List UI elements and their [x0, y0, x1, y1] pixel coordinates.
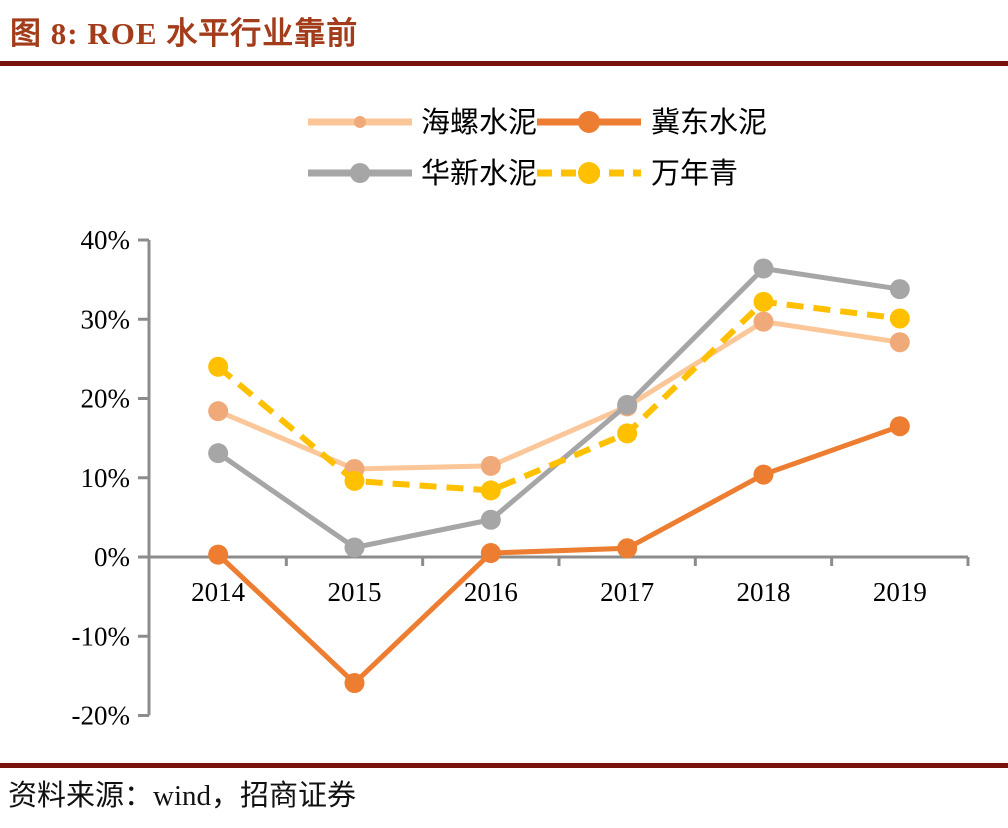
- series-2-point-2014: [208, 443, 229, 464]
- y-tick-label: 30%: [81, 304, 131, 334]
- legend-marker-1: [578, 111, 600, 133]
- series-3-point-2014: [208, 356, 229, 377]
- series-0-point-2016: [480, 455, 501, 476]
- series-1-point-2018: [753, 464, 774, 485]
- legend-marker-3: [578, 162, 600, 184]
- series-1-point-2015: [344, 673, 365, 694]
- y-tick-label: -10%: [72, 621, 130, 651]
- x-tick-label: 2016: [464, 577, 518, 607]
- series-2-point-2018: [753, 258, 774, 279]
- title-rule: [0, 61, 1008, 66]
- series-0-point-2018: [753, 311, 774, 332]
- x-tick-label: 2019: [873, 577, 927, 607]
- series-3-point-2019: [889, 308, 910, 329]
- series-2-point-2015: [344, 537, 365, 558]
- series-3-point-2017: [617, 423, 638, 444]
- series-line-1: [216, 423, 901, 687]
- series-3-point-2018: [753, 291, 774, 312]
- series-line-3: [216, 298, 901, 494]
- legend-label-0: 海螺水泥: [421, 106, 537, 139]
- legend-marker-2: [350, 163, 370, 183]
- source-line: 资料来源：wind，招商证券: [8, 780, 357, 812]
- x-tick-label: 2017: [600, 577, 654, 607]
- series-1-point-2016: [480, 543, 501, 564]
- y-tick-label: 40%: [81, 225, 131, 255]
- legend-label-3: 万年青: [651, 157, 738, 190]
- series-line-0: [217, 319, 901, 472]
- series-0-point-2019: [889, 332, 910, 353]
- series-3-point-2015: [344, 470, 365, 491]
- y-tick-label: 20%: [81, 384, 131, 414]
- x-tick-label: 2014: [191, 577, 246, 607]
- bottom-rule: [0, 763, 1008, 768]
- series-2-point-2019: [889, 279, 910, 300]
- series-1-point-2017: [617, 538, 638, 559]
- legend-marker-0: [354, 116, 366, 128]
- series-line-2: [216, 265, 901, 551]
- series-1-point-2019: [889, 416, 910, 437]
- series-1-point-2014: [208, 544, 229, 565]
- series-2-point-2016: [480, 509, 501, 530]
- series-0-point-2014: [208, 401, 229, 422]
- y-tick-label: 0%: [94, 542, 130, 572]
- series-2-point-2017: [617, 394, 638, 415]
- y-tick-label: 10%: [81, 463, 131, 493]
- figure-title: 图 8: ROE 水平行业靠前: [10, 16, 359, 51]
- legend-label-2: 华新水泥: [421, 157, 537, 190]
- legend-label-1: 冀东水泥: [651, 106, 767, 139]
- y-tick-label: -20%: [72, 701, 130, 731]
- x-tick-label: 2018: [736, 577, 790, 607]
- x-tick-label: 2015: [327, 577, 381, 607]
- series-3-point-2016: [480, 480, 501, 501]
